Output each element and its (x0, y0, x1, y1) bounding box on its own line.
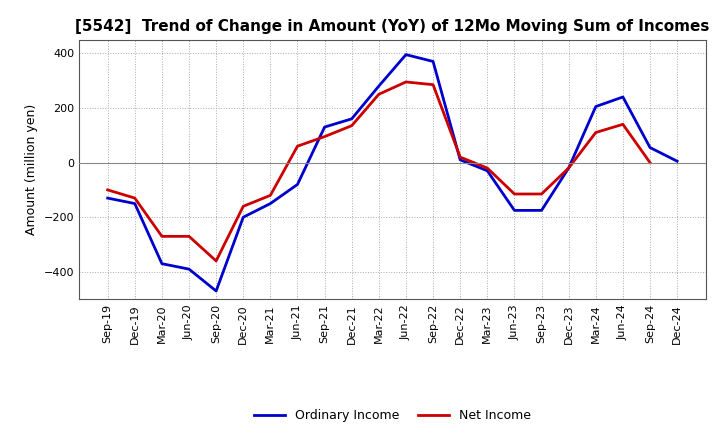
Ordinary Income (104, 195, 112, 201)
Net Income (646, 160, 654, 165)
Net Income (130, 195, 139, 201)
Ordinary Income (348, 116, 356, 121)
Ordinary Income (374, 84, 383, 89)
Line: Ordinary Income: Ordinary Income (108, 55, 677, 291)
Ordinary Income (618, 94, 627, 99)
Ordinary Income (646, 145, 654, 150)
Ordinary Income (266, 201, 275, 206)
Net Income (591, 130, 600, 135)
Ordinary Income (158, 261, 166, 266)
Ordinary Income (591, 104, 600, 109)
Y-axis label: Amount (million yen): Amount (million yen) (25, 104, 38, 235)
Ordinary Income (564, 165, 573, 171)
Ordinary Income (320, 125, 329, 130)
Net Income (483, 165, 492, 171)
Net Income (456, 154, 464, 160)
Ordinary Income (483, 168, 492, 173)
Ordinary Income (402, 52, 410, 57)
Line: Net Income: Net Income (108, 82, 650, 261)
Ordinary Income (537, 208, 546, 213)
Ordinary Income (510, 208, 518, 213)
Net Income (618, 122, 627, 127)
Ordinary Income (672, 158, 681, 164)
Ordinary Income (239, 215, 248, 220)
Net Income (266, 193, 275, 198)
Net Income (374, 92, 383, 97)
Title: [5542]  Trend of Change in Amount (YoY) of 12Mo Moving Sum of Incomes: [5542] Trend of Change in Amount (YoY) o… (75, 19, 710, 34)
Ordinary Income (212, 288, 220, 293)
Ordinary Income (130, 201, 139, 206)
Net Income (348, 123, 356, 128)
Legend: Ordinary Income, Net Income: Ordinary Income, Net Income (248, 404, 536, 427)
Net Income (402, 79, 410, 84)
Net Income (212, 258, 220, 264)
Net Income (320, 134, 329, 139)
Ordinary Income (428, 59, 437, 64)
Ordinary Income (185, 267, 194, 272)
Ordinary Income (456, 157, 464, 162)
Net Income (185, 234, 194, 239)
Net Income (293, 143, 302, 149)
Net Income (428, 82, 437, 87)
Net Income (104, 187, 112, 193)
Ordinary Income (293, 182, 302, 187)
Net Income (158, 234, 166, 239)
Net Income (239, 204, 248, 209)
Net Income (564, 165, 573, 171)
Net Income (537, 191, 546, 197)
Net Income (510, 191, 518, 197)
